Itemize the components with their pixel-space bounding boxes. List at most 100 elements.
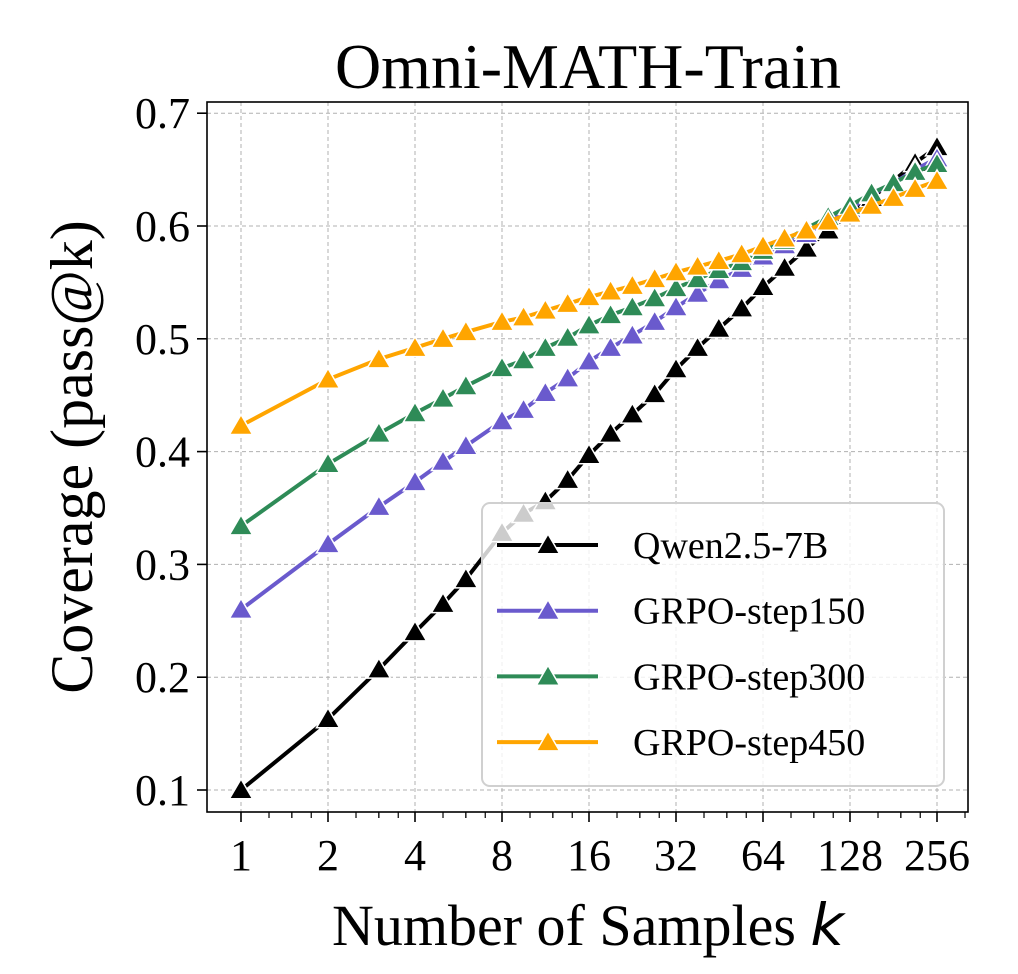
- x-tick-label: 4: [404, 831, 426, 880]
- data-point-marker: [402, 400, 428, 423]
- data-point-marker: [728, 241, 755, 264]
- data-point-marker: [619, 273, 646, 296]
- data-point-marker: [554, 291, 581, 314]
- data-point-marker: [228, 513, 254, 536]
- y-tick-label: 0.1: [135, 766, 190, 815]
- legend-box: [481, 502, 945, 787]
- data-point-marker: [902, 176, 928, 199]
- y-tick-label: 0.4: [135, 428, 190, 477]
- legend-label: GRPO-step450: [633, 722, 865, 764]
- data-point-marker: [924, 168, 950, 191]
- data-point-marker: [366, 346, 392, 369]
- y-tick-label: 0.7: [135, 89, 190, 138]
- x-tick-label: 8: [491, 831, 513, 880]
- x-tick-label: 1: [230, 831, 252, 880]
- data-point-marker: [880, 185, 907, 208]
- data-point-marker: [815, 208, 842, 232]
- data-point-marker: [489, 309, 515, 332]
- series-grpo-step450: [228, 168, 950, 436]
- legend-label: Qwen2.5-7B: [633, 525, 828, 567]
- data-point-marker: [793, 218, 820, 241]
- data-point-marker: [453, 319, 479, 342]
- data-point-marker: [366, 421, 392, 444]
- x-tick-label: 256: [904, 831, 970, 880]
- data-point-marker: [554, 325, 581, 348]
- data-point-marker: [684, 335, 711, 358]
- y-tick-label: 0.6: [135, 202, 190, 251]
- data-point-marker: [597, 278, 624, 301]
- data-point-marker: [750, 274, 776, 297]
- data-point-marker: [510, 397, 537, 420]
- x-tick-label: 128: [817, 831, 883, 880]
- data-point-marker: [619, 294, 646, 317]
- legend-label: GRPO-step300: [633, 656, 865, 698]
- data-point-marker: [453, 433, 479, 456]
- data-point-marker: [315, 531, 341, 554]
- y-tick-label: 0.5: [135, 315, 190, 364]
- data-point-marker: [597, 335, 624, 358]
- x-axis-label: Number of Samples k: [332, 891, 846, 959]
- data-point-marker: [453, 566, 479, 589]
- data-point-marker: [430, 449, 456, 472]
- data-point-marker: [402, 335, 428, 358]
- data-point-marker: [510, 304, 537, 327]
- data-point-marker: [532, 335, 559, 358]
- data-point-marker: [793, 236, 820, 259]
- y-tick-label: 0.2: [135, 653, 190, 702]
- data-point-marker: [684, 281, 711, 304]
- data-point-marker: [576, 284, 602, 307]
- data-point-marker: [315, 451, 341, 474]
- legend-marker: [535, 729, 561, 752]
- data-point-marker: [430, 386, 456, 409]
- data-point-marker: [641, 309, 668, 332]
- data-point-marker: [684, 254, 711, 277]
- legend-label: GRPO-step150: [633, 591, 865, 633]
- data-point-marker: [576, 442, 602, 465]
- legend: Qwen2.5-7B GRPO-step150 GRPO-step300 GRPO-s…: [481, 502, 945, 787]
- data-point-marker: [619, 322, 646, 345]
- data-point-marker: [402, 469, 428, 492]
- data-point-marker: [228, 413, 254, 436]
- data-point-marker: [771, 225, 798, 248]
- data-point-marker: [430, 591, 456, 614]
- data-point-marker: [315, 706, 341, 729]
- data-point-marker: [858, 193, 885, 216]
- legend-marker: [535, 532, 561, 555]
- x-tick-label: 16: [567, 831, 611, 880]
- data-point-marker: [489, 355, 515, 378]
- data-point-marker: [453, 373, 479, 396]
- data-point-marker: [750, 233, 776, 256]
- x-tick-label: 32: [654, 831, 698, 880]
- data-point-marker: [663, 294, 689, 317]
- data-point-marker: [554, 467, 581, 490]
- x-axis-label-var: k: [810, 891, 846, 959]
- data-point-marker: [663, 275, 689, 298]
- data-point-marker: [532, 380, 559, 403]
- data-point-marker: [228, 777, 254, 800]
- data-point-marker: [554, 365, 581, 388]
- data-point-marker: [532, 298, 559, 321]
- x-axis-label-text: Number of Samples: [332, 893, 810, 958]
- data-point-marker: [430, 326, 456, 349]
- data-point-marker: [366, 656, 392, 679]
- data-point-marker: [684, 266, 711, 289]
- x-tick-label: 2: [317, 831, 339, 880]
- chart-title: Omni-MATH-Train: [335, 31, 841, 102]
- data-point-marker: [402, 619, 428, 642]
- data-point-marker: [641, 285, 668, 308]
- data-point-marker: [489, 408, 515, 431]
- data-point-marker: [597, 421, 624, 444]
- data-point-marker: [705, 316, 732, 339]
- data-point-marker: [663, 356, 689, 379]
- data-point-marker: [705, 248, 732, 271]
- axis-ticks: 1 2 4 8 16 32 64 128 256 0.1 0.2 0.3 0.4 0.5 0.6 0.7: [135, 89, 970, 880]
- legend-marker: [535, 598, 561, 621]
- data-point-marker: [597, 302, 624, 325]
- data-point-marker: [576, 312, 602, 335]
- x-tick-label: 64: [741, 831, 785, 880]
- data-point-marker: [728, 295, 755, 318]
- data-point-marker: [641, 266, 668, 289]
- data-point-marker: [837, 201, 863, 224]
- legend-marker: [535, 663, 561, 686]
